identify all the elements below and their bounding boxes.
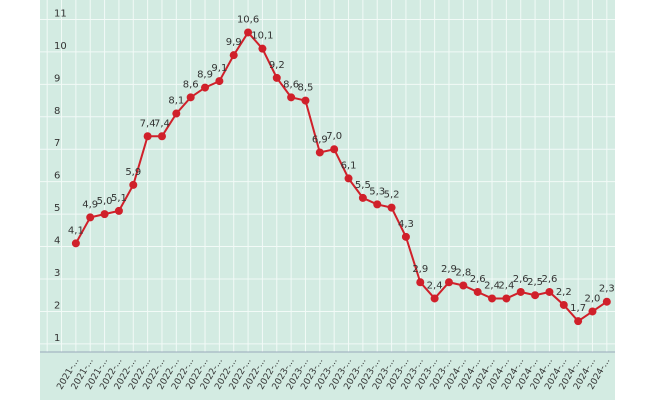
point (172, 109, 181, 118)
point (473, 287, 482, 296)
data-label: 2,4 (427, 280, 443, 291)
point (488, 294, 497, 303)
data-label: 2,4 (498, 280, 514, 291)
data-label: 2,2 (556, 287, 572, 298)
y-tick-label: 3 (54, 268, 60, 279)
point (186, 93, 195, 102)
y-tick-label: 8 (54, 106, 60, 117)
data-label: 7,4 (140, 118, 156, 129)
data-label: 2,5 (527, 277, 543, 288)
point (157, 132, 166, 141)
point (401, 232, 410, 241)
point (229, 51, 238, 60)
plot-background (40, 0, 615, 400)
point (545, 287, 554, 296)
y-tick-label: 5 (54, 203, 60, 214)
data-label: 5,0 (97, 196, 113, 207)
data-label: 2,9 (412, 264, 428, 275)
data-label: 2,3 (599, 284, 615, 295)
data-label: 2,9 (441, 264, 457, 275)
data-label: 9,1 (211, 63, 227, 74)
data-label: 1,7 (570, 303, 586, 314)
data-label: 4,3 (398, 219, 414, 230)
point (315, 148, 324, 157)
point (430, 294, 439, 303)
point (502, 294, 511, 303)
data-label: 2,4 (484, 280, 500, 291)
point (602, 297, 611, 306)
point (143, 132, 152, 141)
point (71, 239, 80, 248)
point (444, 278, 453, 287)
point (201, 83, 210, 92)
data-label: 2,8 (455, 267, 471, 278)
point (100, 210, 109, 219)
point (344, 174, 353, 183)
data-label: 5,1 (111, 193, 127, 204)
data-label: 4,9 (82, 199, 98, 210)
data-label: 10,6 (237, 14, 259, 25)
y-tick-label: 6 (54, 171, 60, 182)
point (129, 180, 138, 189)
data-label: 5,5 (355, 180, 371, 191)
data-label: 10,1 (251, 31, 273, 42)
point (86, 213, 95, 222)
data-label: 5,3 (369, 186, 385, 197)
point (272, 73, 281, 82)
point (387, 203, 396, 212)
data-label: 4,1 (68, 225, 84, 236)
data-label: 7,0 (326, 131, 342, 142)
point (574, 317, 583, 326)
data-label: 2,6 (470, 274, 486, 285)
data-label: 6,1 (341, 160, 357, 171)
point (588, 307, 597, 316)
y-tick-label: 9 (54, 73, 60, 84)
data-label: 9,9 (226, 37, 242, 48)
y-tick-label: 10 (54, 41, 67, 52)
data-label: 9,2 (269, 60, 285, 71)
data-label: 6,9 (312, 134, 328, 145)
y-tick-label: 4 (54, 236, 60, 247)
data-label: 2,0 (585, 293, 601, 304)
point (114, 206, 123, 215)
data-label: 8,9 (197, 70, 213, 81)
data-label: 8,6 (183, 79, 199, 90)
point (287, 93, 296, 102)
y-tick-label: 1 (54, 333, 60, 344)
point (459, 281, 468, 290)
y-tick-label: 11 (54, 8, 67, 19)
data-label: 7,4 (154, 118, 170, 129)
point (244, 28, 253, 37)
point (516, 287, 525, 296)
point (301, 96, 310, 105)
data-label: 5,9 (125, 167, 141, 178)
point (330, 145, 339, 154)
point (215, 77, 224, 86)
data-label: 8,1 (168, 96, 184, 107)
point (373, 200, 382, 209)
point (531, 291, 540, 300)
y-tick-label: 2 (54, 300, 60, 311)
data-label: 8,6 (283, 79, 299, 90)
y-tick-label: 7 (54, 138, 60, 149)
point (258, 44, 267, 53)
point (416, 278, 425, 287)
data-label: 2,6 (541, 274, 557, 285)
data-label: 5,2 (384, 190, 400, 201)
point (358, 193, 367, 202)
point (559, 300, 568, 309)
data-label: 8,5 (298, 83, 314, 94)
data-label: 2,6 (513, 274, 529, 285)
